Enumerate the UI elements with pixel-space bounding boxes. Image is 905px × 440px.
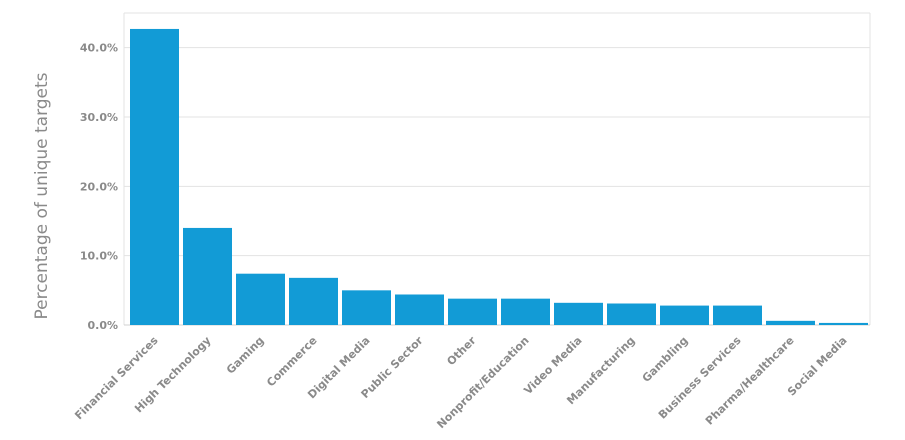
x-category-label: Gambling bbox=[640, 334, 691, 385]
bar bbox=[660, 305, 709, 325]
x-category-label: Gaming bbox=[224, 334, 267, 377]
bar bbox=[501, 298, 550, 325]
bar bbox=[130, 28, 179, 326]
bar bbox=[236, 273, 285, 325]
x-category-label: Commerce bbox=[264, 334, 319, 389]
bars bbox=[130, 28, 868, 326]
y-axis-ticks: 0.0% 10.0% 20.0% 30.0% 40.0% bbox=[80, 42, 118, 332]
y-tick-label: 20.0% bbox=[80, 180, 118, 193]
bar bbox=[607, 303, 656, 325]
bar bbox=[713, 305, 762, 325]
bar bbox=[819, 322, 868, 325]
bar bbox=[554, 302, 603, 325]
bar bbox=[395, 294, 444, 325]
bar bbox=[342, 290, 391, 325]
y-tick-label: 30.0% bbox=[80, 111, 118, 124]
x-category-label: Pharma/Healthcare bbox=[703, 334, 797, 428]
bar bbox=[448, 298, 497, 325]
gridlines bbox=[124, 47, 870, 326]
bar bbox=[289, 277, 338, 325]
x-category-label: Nonprofit/Education bbox=[434, 334, 531, 431]
y-tick-label: 0.0% bbox=[87, 319, 118, 332]
y-tick-label: 10.0% bbox=[80, 250, 118, 263]
x-category-label: Other bbox=[444, 334, 479, 369]
y-tick-label: 40.0% bbox=[80, 42, 118, 55]
bar bbox=[183, 227, 232, 325]
bar bbox=[766, 320, 815, 325]
plot-area-frame bbox=[123, 12, 871, 326]
y-axis-label: Percentage of unique targets bbox=[32, 72, 52, 319]
